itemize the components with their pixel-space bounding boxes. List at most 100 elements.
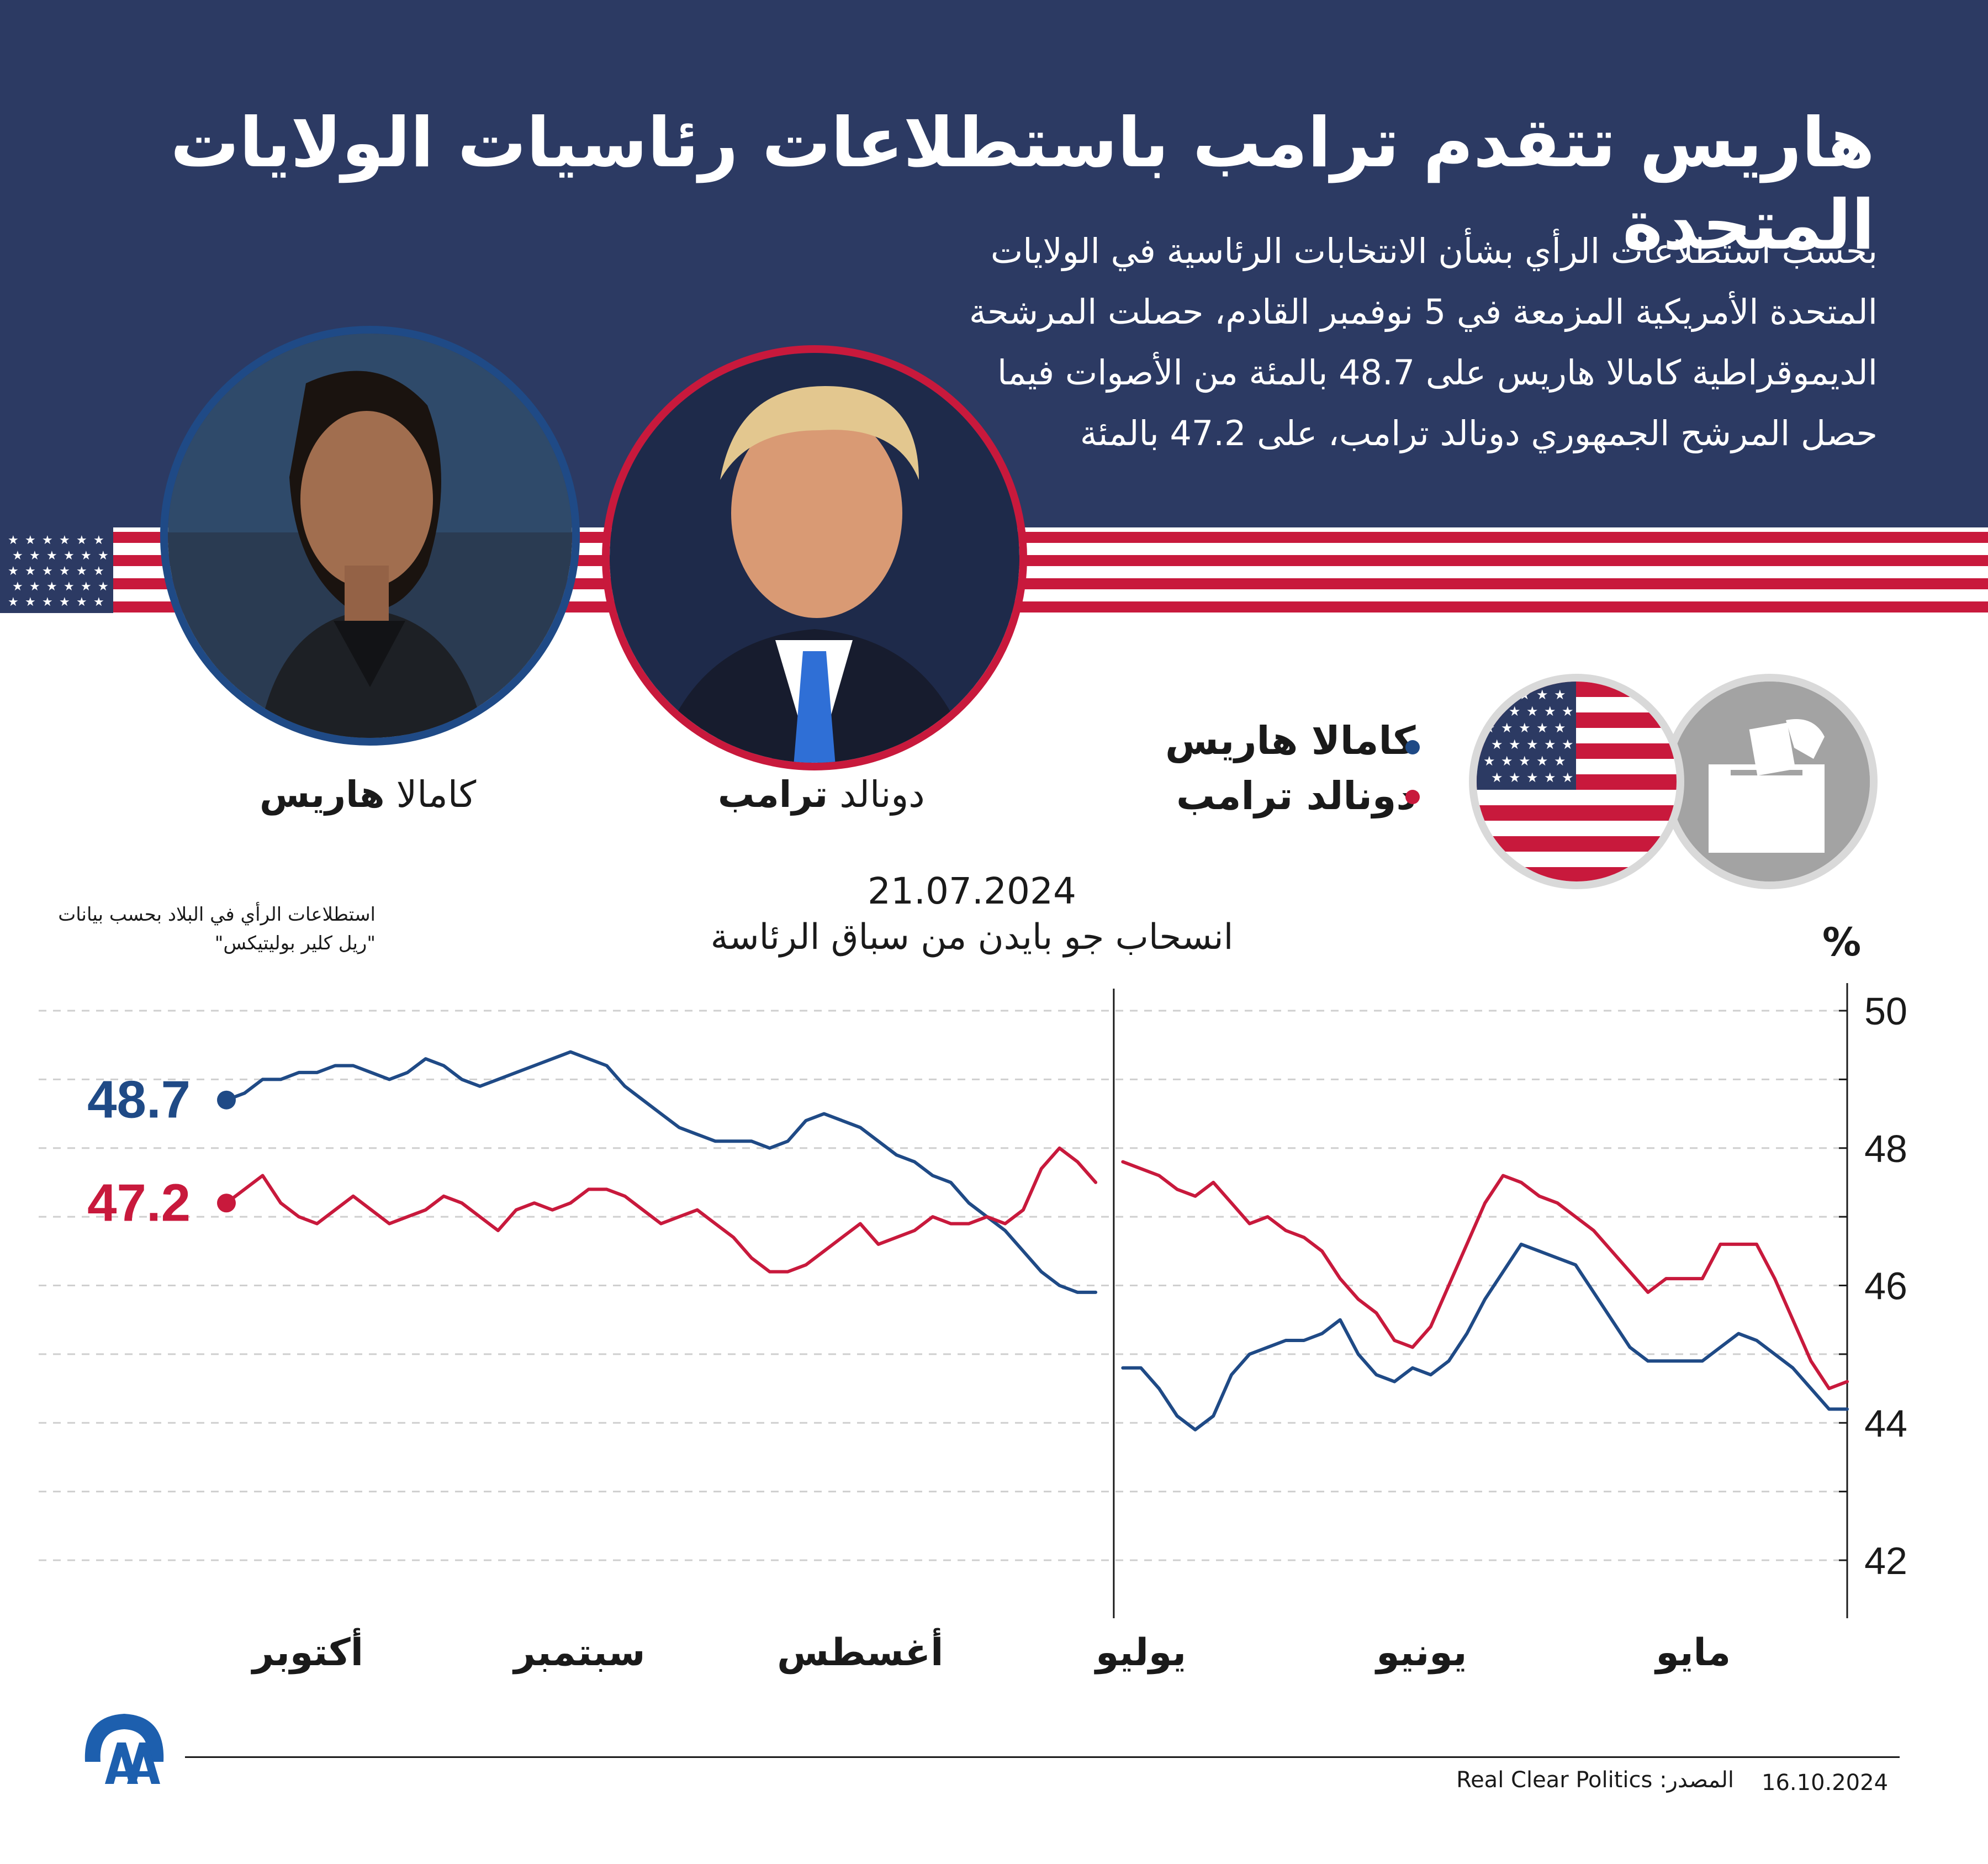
data-note: استطلاعات الرأي في البلاد بحسب بيانات "ر… [58,904,376,954]
y-axis-unit: % [1822,920,1862,965]
flag-star-icon: ★ [25,595,36,609]
flag-star-icon: ★ [1562,770,1574,785]
flag-star-icon: ★ [42,564,53,578]
flag-star-icon: ★ [1554,753,1566,769]
event-date: 21.07.2024 [868,870,1076,912]
flag-star-icon: ★ [8,595,19,609]
flag-star-icon: ★ [1562,737,1574,752]
flag-star-icon: ★ [93,595,104,609]
flag-star-icon: ★ [12,580,23,594]
flag-star-icon: ★ [59,595,70,609]
legend-trump: دونالد ترامب [1176,773,1416,819]
x-tick-label: مايو [1654,1631,1731,1675]
flag-canton-icon: ★ ★ ★ ★ ★ ★ ★ ★ ★ ★ ★ ★ ★ ★ ★ ★ ★ ★ ★ ★ ★ ★ ★ ★ ★ ★ ★ ★ ★ ★ [0,527,113,613]
flag-star-icon: ★ [93,534,104,547]
flag-star-icon: ★ [81,580,92,594]
legend-harris: كامالا هاريس [1165,718,1416,763]
flag-star-icon: ★ [46,580,57,594]
flag-star-icon: ★ [1483,753,1495,769]
flag-star-icon: ★ [42,595,53,609]
x-tick-label: أكتوبر [251,1628,363,1675]
flag-star-icon: ★ [1509,704,1521,719]
x-tick-label: أغسطس [777,1628,943,1675]
series-line-trump [225,1146,1098,1274]
flag-star-icon: ★ [59,534,70,547]
flag-star-icon: ★ [93,564,104,578]
flag-star-icon: ★ [1509,737,1521,752]
flag-star-icon: ★ [76,564,87,578]
flag-star-icon: ★ [76,534,87,547]
flag-star-icon: ★ [1501,720,1513,736]
source-label: المصدر: Real Clear Politics [1456,1767,1734,1793]
summary-text: بحسب استطلاعات الرأي بشأن الانتخابات الر… [969,231,1878,453]
flag-star-icon: ★ [1554,687,1566,703]
harris-name-label: كامالا هاريس [260,773,477,816]
publish-date: 16.10.2024 [1762,1770,1889,1796]
flag-star-icon: ★ [12,549,23,563]
end-value-label-harris: 48.7 [87,1070,191,1129]
flag-star-icon: ★ [1536,720,1548,736]
x-tick-label: يوليو [1094,1631,1186,1675]
trump-portrait [602,345,1027,770]
y-tick-label: 42 [1864,1539,1907,1582]
y-tick-label: 50 [1864,990,1907,1033]
flag-star-icon: ★ [64,549,75,563]
flag-star-icon: ★ [1501,753,1513,769]
flag-star-icon: ★ [1526,737,1538,752]
flag-star-icon: ★ [1483,687,1495,703]
flag-star-icon: ★ [29,580,40,594]
event-description: انسحاب جو بايدن من سباق الرئاسة [710,917,1234,958]
ballot-box-icon [1662,674,1878,889]
legend-harris-dot [1405,740,1420,754]
harris-portrait [160,326,580,746]
flag-star-icon: ★ [1509,770,1521,785]
series-line-harris [1121,1242,1849,1432]
end-value-label-trump: 47.2 [87,1173,191,1232]
flag-star-icon: ★ [1544,770,1556,785]
flag-star-icon: ★ [29,549,40,563]
flag-star-icon: ★ [1544,737,1556,752]
page-title: هاريس تتقدم ترامب باستطلاعات رئاسيات الو… [170,103,1875,265]
flag-star-icon: ★ [1491,704,1503,719]
flag-star-icon: ★ [8,564,19,578]
y-tick-label: 48 [1864,1127,1907,1170]
flag-star-icon: ★ [1501,687,1513,703]
x-tick-label: يونيو [1374,1631,1467,1675]
flag-star-icon: ★ [25,564,36,578]
poll-line-chart: 42 44 46 48 50 مايو يونيو يوليو أغسطس سبتمبر أكتوب… [39,983,1907,1675]
x-tick-label: سبتمبر [512,1631,645,1675]
flag-star-icon: ★ [98,580,109,594]
flag-star-icon: ★ [8,534,19,547]
flag-star-icon: ★ [1554,720,1566,736]
flag-star-icon: ★ [1519,687,1531,703]
us-flag-icon: ★ ★ ★ ★ ★ ★ ★ ★ ★ ★ ★ ★ ★ ★ ★ ★ ★ ★ ★ ★ ★ ★ ★ ★ ★ ★ ★ ★ ★ ★ [1469,674,1684,889]
flag-star-icon: ★ [1491,770,1503,785]
flag-star-icon: ★ [1526,770,1538,785]
y-tick-label: 44 [1864,1402,1907,1445]
flag-star-icon: ★ [64,580,75,594]
flag-star-icon: ★ [1519,753,1531,769]
flag-star-icon: ★ [1519,720,1531,736]
flag-star-icon: ★ [1526,704,1538,719]
flag-star-icon: ★ [1544,704,1556,719]
legend-trump-dot [1405,790,1420,804]
flag-star-icon: ★ [1562,704,1574,719]
aa-logo-icon [84,1714,164,1784]
flag-star-icon: ★ [1536,687,1548,703]
y-tick-label: 46 [1864,1265,1907,1308]
flag-star-icon: ★ [46,549,57,563]
footer-divider [185,1756,1900,1758]
flag-star-icon: ★ [42,534,53,547]
flag-star-icon: ★ [76,595,87,609]
flag-star-icon: ★ [59,564,70,578]
flag-star-icon: ★ [1491,737,1503,752]
trump-name-label: دونالد ترامب [718,773,925,816]
flag-star-icon: ★ [98,549,109,563]
series-line-trump [1121,1160,1849,1391]
flag-star-icon: ★ [1483,720,1495,736]
flag-star-icon: ★ [25,534,36,547]
flag-star-icon: ★ [1536,753,1548,769]
series-line-harris [225,1050,1098,1294]
end-point-harris [217,1090,236,1110]
end-point-trump [217,1194,236,1213]
